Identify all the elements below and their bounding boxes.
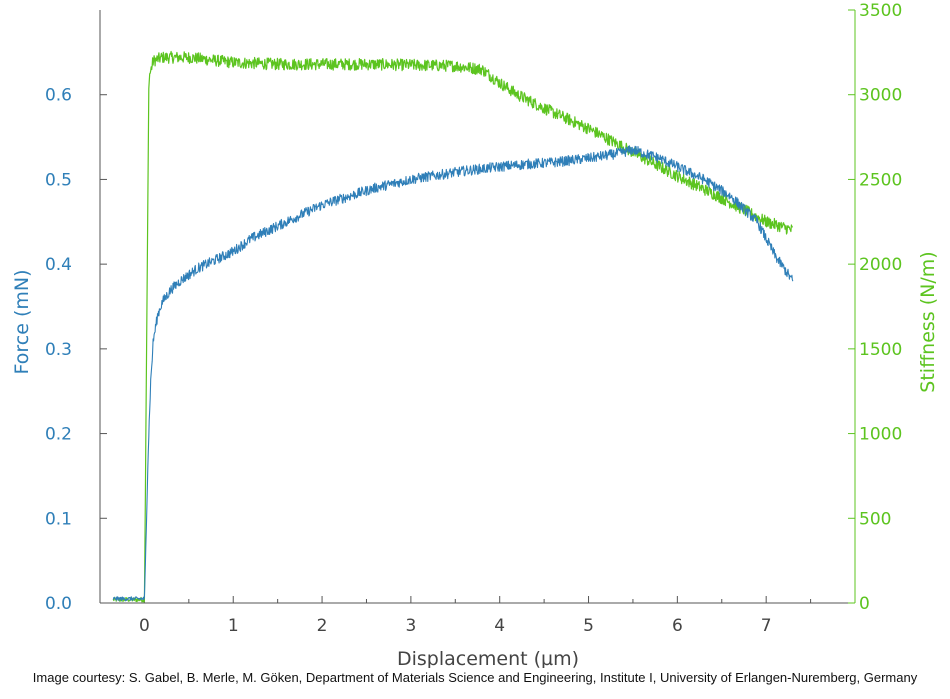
x-tick-label: 0 xyxy=(139,616,150,636)
x-tick-label: 3 xyxy=(405,616,416,636)
x-tick-label: 4 xyxy=(494,616,505,636)
x-tick-label: 1 xyxy=(228,616,239,636)
y-right-tick-label: 3000 xyxy=(859,86,902,106)
force-series xyxy=(112,145,794,602)
y-left-tick-label: 0.5 xyxy=(45,170,72,190)
x-tick-label: 5 xyxy=(583,616,594,636)
stiffness-series xyxy=(112,50,793,603)
y-right-tick-label: 3500 xyxy=(859,1,902,21)
axes xyxy=(99,9,856,604)
y-right-tick-label: 0 xyxy=(859,594,870,614)
x-tick-label: 6 xyxy=(672,616,683,636)
y-right-tick-label: 2500 xyxy=(859,170,902,190)
x-tick-label: 7 xyxy=(761,616,772,636)
x-axis-label: Displacement (µm) xyxy=(397,648,579,668)
y-left-tick-label: 0.3 xyxy=(45,340,72,360)
y-right-tick-label: 1000 xyxy=(859,425,902,445)
x-tick-label: 2 xyxy=(317,616,328,636)
tick-labels: 0 1 2 3 4 5 6 7 0.0 0.1 0.2 0.3 0.4 0.5 0.6 0 500 1000 150… xyxy=(45,1,902,636)
y-left-tick-label: 0.4 xyxy=(45,255,72,275)
chart: 0 1 2 3 4 5 6 7 0.0 0.1 0.2 0.3 0.4 0.5 0.6 0 500 1000 150… xyxy=(11,1,939,668)
y-right-tick-label: 1500 xyxy=(859,340,902,360)
y-left-tick-label: 0.1 xyxy=(45,509,72,529)
y-axis-label-right: Stiffness (N/m) xyxy=(917,251,939,392)
y-axis-label-left: Force (mN) xyxy=(11,270,33,375)
y-right-tick-label: 500 xyxy=(859,509,891,529)
stiffness-line xyxy=(112,50,793,603)
force-line xyxy=(112,145,794,602)
image-caption: Image courtesy: S. Gabel, B. Merle, M. G… xyxy=(32,670,918,685)
y-left-tick-label: 0.2 xyxy=(45,425,72,445)
y-left-tick-label: 0.0 xyxy=(45,594,72,614)
y-right-tick-label: 2000 xyxy=(859,255,902,275)
y-left-tick-label: 0.6 xyxy=(45,86,72,106)
